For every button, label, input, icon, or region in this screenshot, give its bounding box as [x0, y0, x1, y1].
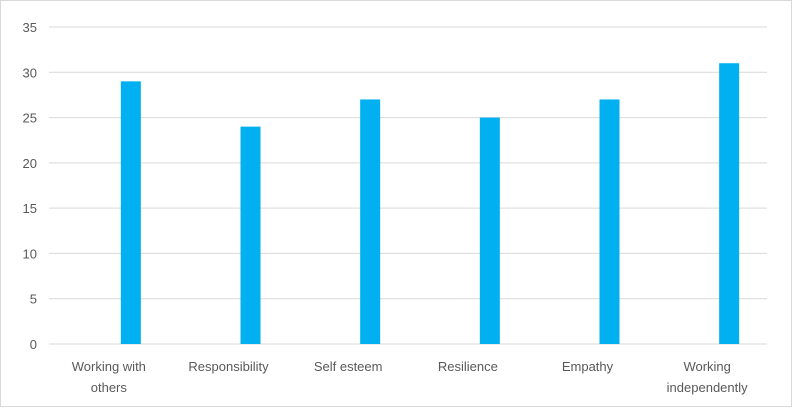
bar-1: [240, 126, 261, 344]
x-tick-label-2: Self esteem: [314, 359, 383, 374]
bar-3: [479, 117, 500, 344]
bar-4: [599, 99, 620, 344]
bar-5: [719, 63, 740, 344]
y-tick-label-25: 25: [23, 111, 37, 126]
y-tick-label-35: 35: [23, 20, 37, 35]
x-tick-label-5: Working independently: [667, 359, 748, 395]
y-tick-label-0: 0: [30, 337, 37, 352]
y-tick-label-10: 10: [23, 246, 37, 261]
y-tick-label-30: 30: [23, 65, 37, 80]
x-tick-label-0: Working with others: [72, 359, 146, 395]
bar-0: [120, 81, 141, 344]
y-tick-label-20: 20: [23, 156, 37, 171]
x-tick-label-1: Responsibility: [188, 359, 269, 374]
y-tick-label-15: 15: [23, 201, 37, 216]
x-tick-label-4: Empathy: [562, 359, 614, 374]
y-tick-label-5: 5: [30, 292, 37, 307]
bar-2: [360, 99, 381, 344]
x-tick-label-3: Resilience: [438, 359, 498, 374]
